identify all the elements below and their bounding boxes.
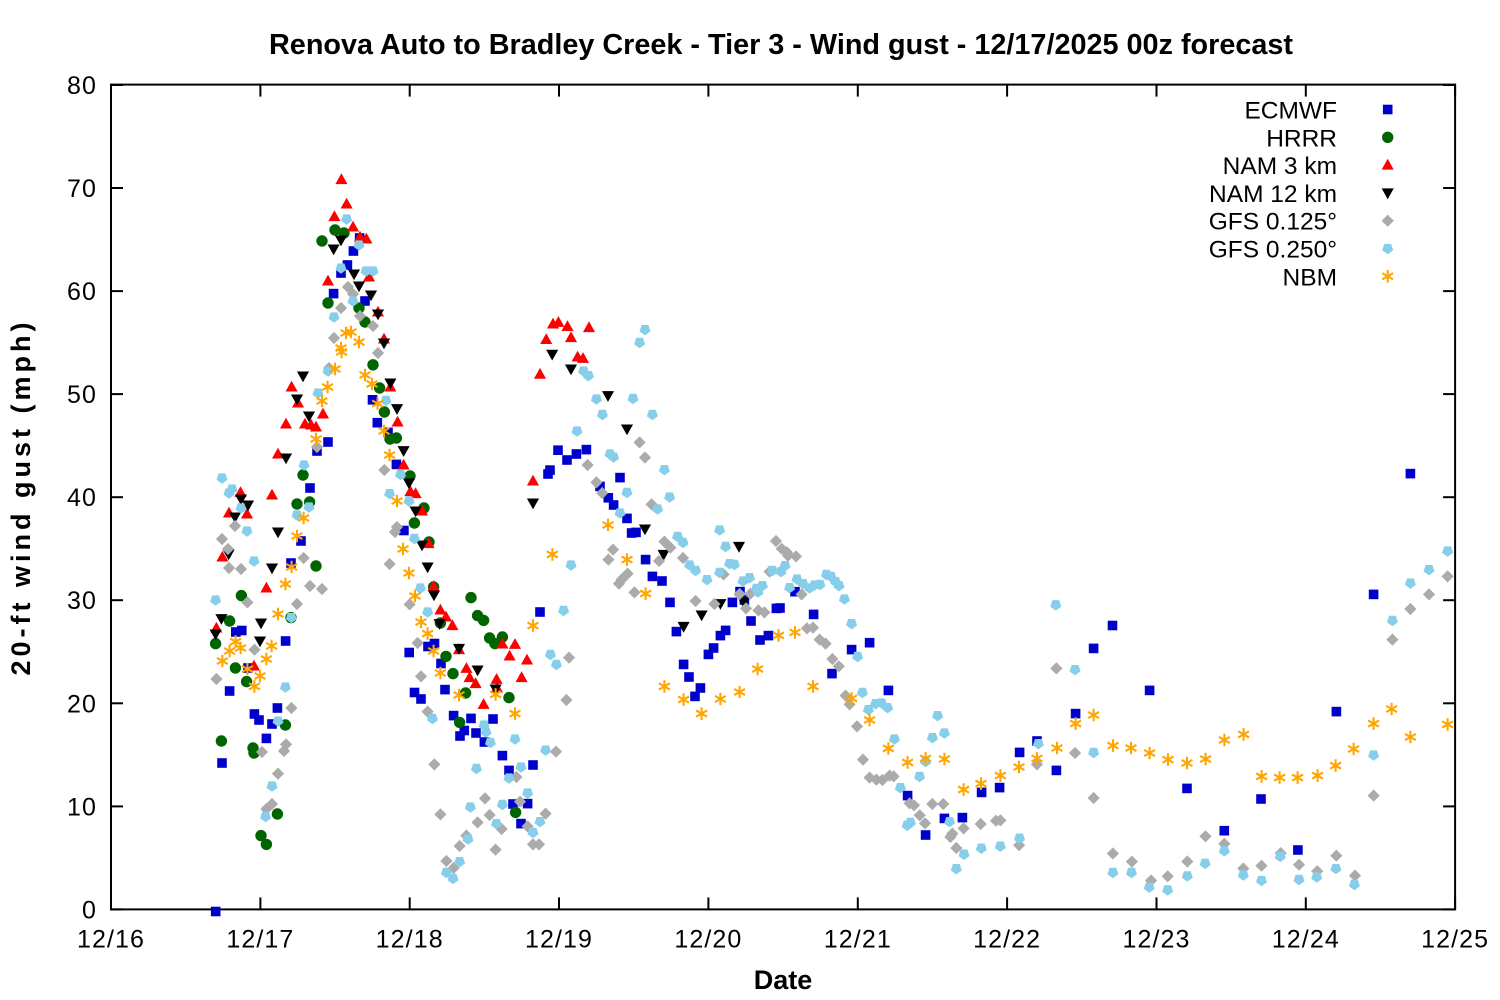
- svg-text:12/24: 12/24: [1272, 926, 1340, 954]
- svg-text:12/18: 12/18: [376, 926, 444, 954]
- svg-text:NBM: NBM: [1283, 264, 1337, 291]
- svg-text:0: 0: [82, 896, 97, 924]
- svg-text:20: 20: [67, 690, 97, 718]
- svg-text:12/19: 12/19: [525, 926, 593, 954]
- svg-text:12/25: 12/25: [1421, 926, 1489, 954]
- svg-text:GFS 0.250°: GFS 0.250°: [1209, 237, 1337, 264]
- svg-text:NAM 3 km: NAM 3 km: [1223, 153, 1337, 180]
- svg-text:80: 80: [67, 72, 97, 100]
- svg-text:20-ft wind gust (mph): 20-ft wind gust (mph): [6, 319, 36, 676]
- svg-text:70: 70: [67, 175, 97, 203]
- svg-text:50: 50: [67, 381, 97, 409]
- svg-text:40: 40: [67, 484, 97, 512]
- svg-text:12/16: 12/16: [77, 926, 145, 954]
- svg-text:12/22: 12/22: [973, 926, 1041, 954]
- svg-text:Renova Auto to Bradley Creek -: Renova Auto to Bradley Creek - Tier 3 - …: [269, 29, 1293, 61]
- svg-text:12/20: 12/20: [674, 926, 742, 954]
- svg-text:12/17: 12/17: [226, 926, 294, 954]
- svg-text:60: 60: [67, 278, 97, 306]
- svg-text:ECMWF: ECMWF: [1244, 98, 1337, 125]
- svg-text:12/21: 12/21: [824, 926, 892, 954]
- svg-text:Date: Date: [754, 965, 813, 995]
- svg-text:NAM 12 km: NAM 12 km: [1209, 181, 1337, 208]
- svg-text:GFS 0.125°: GFS 0.125°: [1209, 209, 1337, 236]
- svg-text:HRRR: HRRR: [1266, 125, 1337, 152]
- svg-text:10: 10: [67, 793, 97, 821]
- svg-text:12/23: 12/23: [1122, 926, 1190, 954]
- svg-text:30: 30: [67, 587, 97, 615]
